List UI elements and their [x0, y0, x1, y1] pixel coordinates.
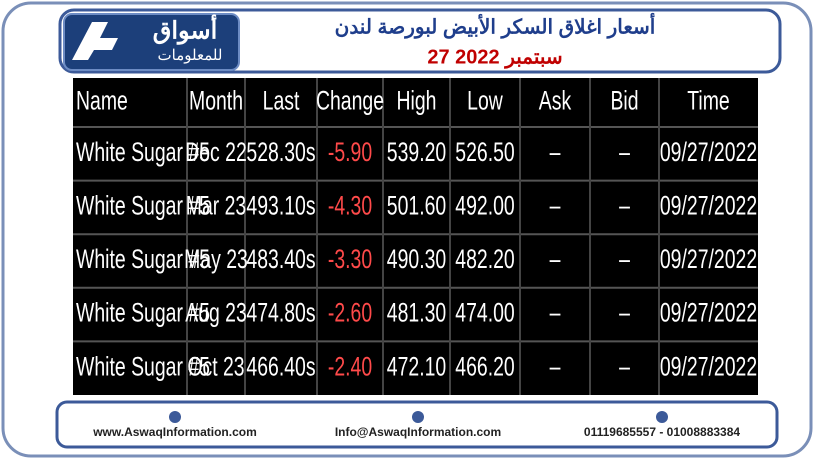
phone-icon	[656, 411, 668, 423]
web-icon	[169, 411, 181, 423]
title: أسعار اغلاق السكر الأبيض لبورصة لندن	[335, 12, 656, 39]
cell: White Sugar #5	[76, 190, 210, 220]
column-header: Time	[687, 86, 729, 116]
cell: 474.00	[455, 298, 514, 328]
cell: -3.30	[328, 244, 372, 274]
cell: –	[550, 244, 562, 274]
cell: 492.00	[455, 190, 514, 220]
column-header: Month	[189, 86, 243, 116]
cell: –	[550, 190, 562, 220]
website: www.AswaqInformation.com	[92, 425, 257, 439]
cell: White Sugar #5	[76, 298, 210, 328]
cell: Aug 23	[185, 298, 247, 328]
logo-main: أسواق	[153, 12, 217, 45]
date: 27 سبتمبر 2022	[427, 46, 562, 69]
cell: 482.20	[455, 244, 514, 274]
cell: –	[619, 298, 631, 328]
mail-icon	[412, 411, 424, 423]
cell: 501.60	[387, 190, 446, 220]
cell: -4.30	[328, 190, 372, 220]
phone: 01119685557 - 01008883384	[584, 425, 740, 439]
column-header: Last	[263, 86, 300, 116]
cell: 483.40s	[246, 244, 315, 274]
column-header: Ask	[539, 86, 572, 116]
cell: -2.60	[328, 298, 372, 328]
cell: 526.50	[455, 137, 514, 167]
footer-box	[55, 400, 779, 449]
cell: –	[550, 351, 562, 381]
email: Info@AswaqInformation.com	[335, 425, 501, 439]
cell: 09/27/2022	[660, 298, 757, 328]
cell: 466.20	[455, 351, 514, 381]
cell: 539.20	[387, 137, 446, 167]
logo-icon	[72, 22, 118, 60]
cell: White Sugar #5	[76, 244, 210, 274]
cell: –	[619, 244, 631, 274]
cell: 09/27/2022	[660, 351, 757, 381]
cell: –	[619, 351, 631, 381]
cell: 493.10s	[246, 190, 315, 220]
cell: Oct 23	[187, 351, 244, 381]
cell: –	[619, 190, 631, 220]
cell: 466.40s	[246, 351, 315, 381]
cell: 474.80s	[246, 298, 315, 328]
cell: 09/27/2022	[660, 137, 757, 167]
logo-box	[63, 13, 240, 71]
cell: -2.40	[328, 351, 372, 381]
cell: –	[550, 137, 562, 167]
cell: 481.30	[387, 298, 446, 328]
cell: May 23	[184, 244, 248, 274]
cell: Mar 23	[186, 190, 246, 220]
cell: -5.90	[328, 137, 372, 167]
cell: White Sugar #5	[76, 137, 210, 167]
table-bg	[73, 78, 758, 395]
logo-sub: للمعلومات	[158, 47, 223, 64]
cell: –	[619, 137, 631, 167]
cell: 09/27/2022	[660, 190, 757, 220]
column-header: High	[397, 86, 437, 116]
cell: Dec 22	[185, 137, 247, 167]
cell: White Sugar #5	[76, 351, 210, 381]
cell: 528.30s	[246, 137, 315, 167]
column-header: Bid	[610, 86, 638, 116]
cell: 09/27/2022	[660, 244, 757, 274]
column-header: Name	[76, 86, 128, 116]
column-header: Low	[467, 86, 503, 116]
cell: 490.30	[387, 244, 446, 274]
cell: 472.10	[387, 351, 446, 381]
cell: –	[550, 298, 562, 328]
table: Name Month Last Change High Low Ask Bid Time Whit…	[73, 78, 758, 395]
column-header: Change	[316, 86, 384, 116]
